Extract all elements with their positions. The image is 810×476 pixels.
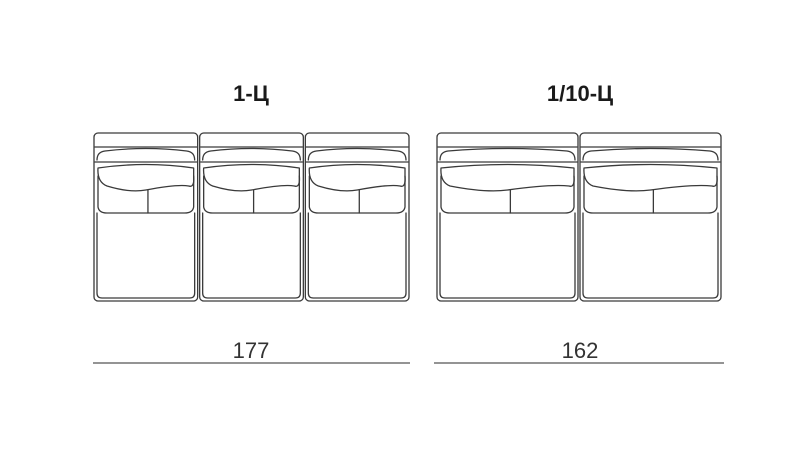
left-sofa-diagram (93, 132, 410, 302)
seat-cushion-top (440, 163, 575, 192)
left-width-label: 177 (232, 338, 270, 363)
seat-module (199, 132, 304, 302)
module-base (202, 212, 301, 299)
module-frame (436, 132, 579, 302)
backrest-cushion (96, 147, 196, 161)
left-sofa-title: 1-Ц (233, 81, 269, 106)
right-sofa-title: 1/10-Ц (546, 81, 614, 106)
seat-cushion-top (583, 163, 718, 192)
seat-module (579, 132, 722, 302)
right-width-label: 162 (561, 338, 599, 363)
module-base (96, 212, 196, 299)
backrest-cushion (202, 147, 301, 161)
seat-cushion-top (308, 163, 406, 192)
backrest-cushion (439, 147, 576, 161)
seat-cushion-top (202, 163, 301, 192)
module-base (439, 212, 576, 299)
seat-front (97, 175, 195, 214)
module-frame (199, 132, 304, 302)
seat-front (583, 175, 718, 214)
seat-front (308, 175, 406, 214)
module-frame (579, 132, 722, 302)
right-sofa-diagram (436, 132, 722, 302)
module-frame (304, 132, 410, 302)
seat-module (436, 132, 579, 302)
backrest-cushion (307, 147, 407, 161)
backrest-cushion (582, 147, 719, 161)
seat-module (93, 132, 199, 302)
seat-front (203, 175, 300, 214)
module-base (307, 212, 407, 299)
seat-cushion-top (97, 163, 195, 192)
seat-front (440, 175, 575, 214)
module-base (582, 212, 719, 299)
module-frame (93, 132, 199, 302)
seat-module (304, 132, 410, 302)
